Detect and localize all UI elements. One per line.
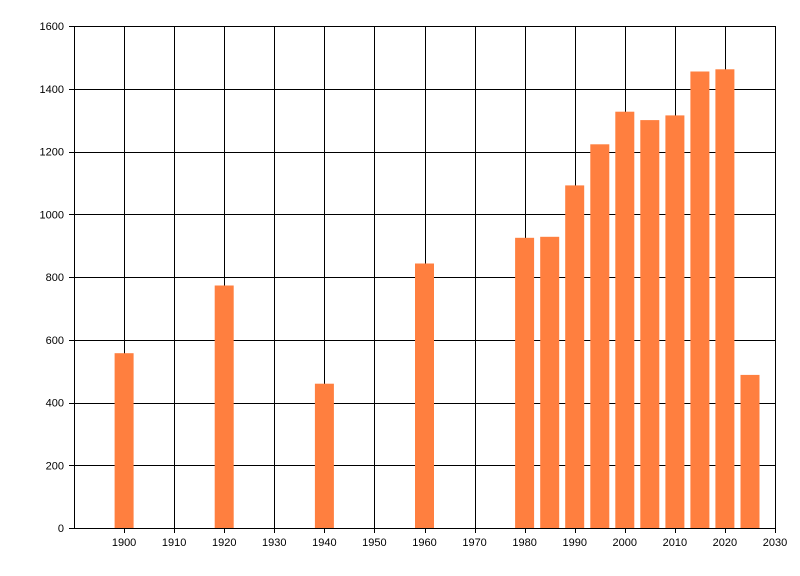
y-tick-label: 400 [46,398,64,410]
x-tick-label: 2000 [613,537,637,549]
y-tick-label: 600 [46,335,64,347]
x-tick-label: 1940 [312,537,336,549]
y-tick-label: 1200 [40,147,64,159]
bar-1940 [314,383,334,528]
x-tick-label: 2030 [763,537,787,549]
bar-1995 [590,144,610,529]
bar-1985 [540,236,560,529]
bar-1900 [114,353,134,528]
y-tick-label: 0 [58,523,64,535]
x-tick-label: 2020 [713,537,737,549]
bar-1960 [415,263,434,528]
bar-2000 [615,111,635,528]
x-tick-label: 1930 [262,537,286,549]
x-tick-label: 1980 [512,537,536,549]
x-tick-label: 2010 [663,537,687,549]
bar-1980 [515,237,535,529]
bars [114,69,760,529]
y-tick-label: 200 [46,460,64,472]
x-tick-label: 1910 [162,537,186,549]
bar-2015 [690,71,710,528]
x-tick-label: 1950 [362,537,386,549]
bar-2010 [665,115,685,529]
y-tick-label: 800 [46,272,64,284]
bar-2025 [740,374,760,528]
bar-2020 [715,69,735,529]
y-tick-label: 1000 [40,209,64,221]
x-tick-label: 1920 [212,537,236,549]
x-tick-label: 1970 [462,537,486,549]
y-tick-labels: 0 200 400 600 800 1000 1200 1400 1600 [40,21,64,535]
y-tick-label: 1400 [40,84,64,96]
bar-1920 [214,285,234,528]
y-tick-label: 1600 [40,21,64,33]
x-tick-labels: 1900 1910 1920 1930 1940 1950 1960 1970 1980 1990… [112,537,787,549]
x-tick-label: 1960 [412,537,436,549]
bar-1990 [565,185,585,528]
x-tick-label: 1990 [562,537,586,549]
axes [74,26,775,529]
x-tick-label: 1900 [112,537,136,549]
bar-2005 [640,120,660,528]
